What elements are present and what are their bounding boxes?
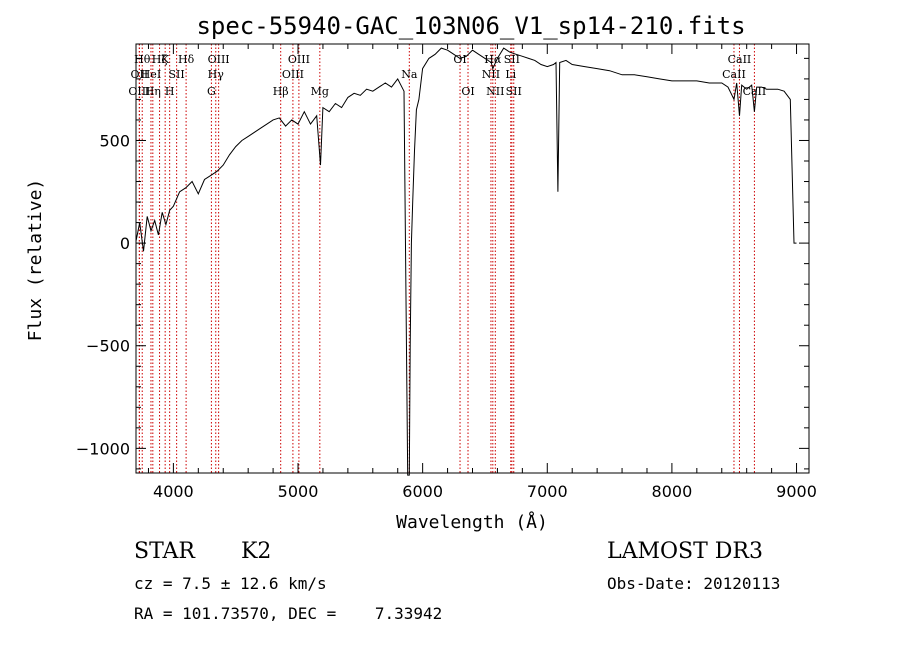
y-tick-label: −500 bbox=[86, 337, 130, 356]
x-tick-label: 5000 bbox=[278, 482, 319, 501]
plot-frame bbox=[135, 43, 810, 474]
line-marker-label: CaII bbox=[722, 68, 746, 81]
line-marker-label: Hζ bbox=[152, 53, 168, 66]
obs-date-label: Obs-Date: 20120113 bbox=[607, 574, 781, 593]
spectrum-line bbox=[135, 47, 797, 476]
survey-label: LAMOST DR3 bbox=[607, 539, 763, 564]
y-axis: −1000 −500 0 500 bbox=[76, 57, 809, 470]
redshift-label: cz = 7.5 ± 12.6 km/s bbox=[134, 574, 327, 593]
line-marker-label: HeI bbox=[141, 68, 161, 81]
line-marker-label: OIII bbox=[208, 53, 230, 66]
y-tick-label: 0 bbox=[120, 234, 130, 253]
line-marker-label: Hθ bbox=[134, 53, 151, 66]
x-tick-label: 8000 bbox=[652, 482, 693, 501]
x-tick-label: 7000 bbox=[527, 482, 568, 501]
line-marker-label: Na bbox=[401, 68, 418, 81]
x-axis-label: Wavelength (Å) bbox=[396, 511, 548, 533]
line-marker-label: OIII bbox=[288, 53, 310, 66]
line-marker-label: OIII bbox=[282, 68, 304, 81]
subclass-label: K2 bbox=[241, 539, 272, 564]
line-marker-label: H bbox=[165, 85, 175, 98]
class-label: STAR bbox=[134, 539, 195, 564]
line-marker-label: NII bbox=[486, 85, 504, 98]
line-marker-label: Hγ bbox=[208, 68, 225, 81]
line-marker-label: OI bbox=[461, 85, 474, 98]
line-marker-label: SII bbox=[169, 68, 185, 81]
x-tick-label: 6000 bbox=[402, 482, 443, 501]
x-tick-label: 4000 bbox=[153, 482, 194, 501]
line-marker-label: G bbox=[207, 85, 216, 98]
line-marker-label: Mg bbox=[311, 85, 329, 98]
line-marker-label: NII bbox=[482, 68, 500, 81]
coordinates-label: RA = 101.73570, DEC = 7.33942 bbox=[134, 604, 443, 623]
y-tick-label: 500 bbox=[99, 131, 130, 150]
line-marker-label: CaII bbox=[728, 53, 752, 66]
line-markers bbox=[138, 44, 755, 473]
line-marker-label: Hβ bbox=[273, 85, 289, 98]
y-axis-label: Flux (relative) bbox=[25, 179, 46, 342]
x-axis: 4000 5000 6000 7000 8000 9000 bbox=[147, 44, 817, 501]
line-marker-label: K bbox=[161, 53, 170, 66]
line-marker-label: OII bbox=[131, 68, 149, 81]
x-tick-label: 9000 bbox=[776, 482, 817, 501]
line-marker-label: CaII bbox=[743, 85, 767, 98]
line-marker-label: SII bbox=[504, 53, 520, 66]
line-marker-labels: Hθ OII OIII HeI Hη HζK H SII Hδ G Hγ OIII Hβ OIII OIII… bbox=[128, 53, 766, 98]
line-marker-label: OIII bbox=[128, 85, 150, 98]
line-marker-label: SII bbox=[506, 85, 522, 98]
line-marker-label: Li bbox=[505, 68, 516, 81]
line-marker-label: Hη bbox=[145, 85, 161, 98]
chart-title: spec-55940-GAC_103N06_V1_sp14-210.fits bbox=[196, 12, 745, 40]
y-tick-label: −1000 bbox=[76, 439, 130, 458]
line-marker-label: Hα bbox=[484, 53, 502, 66]
line-marker-label: Hδ bbox=[178, 53, 195, 66]
